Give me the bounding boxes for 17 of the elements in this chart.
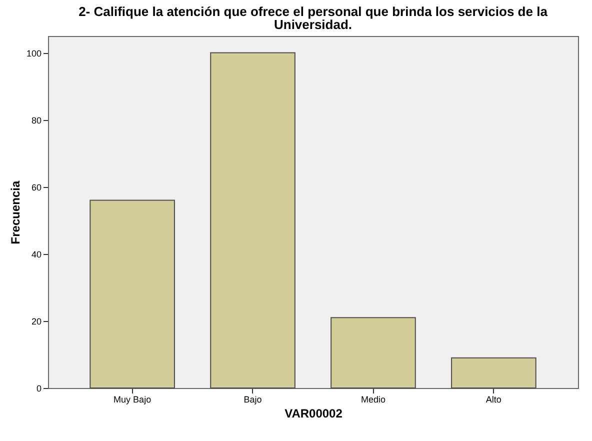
- y-tick-label: 20: [31, 316, 42, 326]
- x-tick-label: Alto: [486, 394, 502, 404]
- y-tick-label: 0: [36, 384, 42, 394]
- bar: [210, 52, 296, 388]
- bar: [451, 357, 536, 388]
- y-tick-label: 100: [26, 48, 42, 58]
- x-axis-title: VAR00002: [284, 406, 343, 420]
- y-tick-label: 60: [31, 182, 42, 192]
- x-tick-label: Medio: [360, 394, 386, 404]
- bar: [90, 200, 175, 388]
- y-axis-title: Frecuencia: [8, 180, 22, 244]
- x-tick-label: Bajo: [244, 394, 262, 404]
- y-tick-label: 40: [31, 249, 42, 260]
- bar: [330, 317, 416, 388]
- chart-title: 2- Califique la atención que ofrece el personal que brinda los servicios de la Universidad.: [78, 4, 548, 32]
- x-tick-label: Muy Bajo: [114, 394, 152, 404]
- y-tick-label: 80: [31, 115, 42, 126]
